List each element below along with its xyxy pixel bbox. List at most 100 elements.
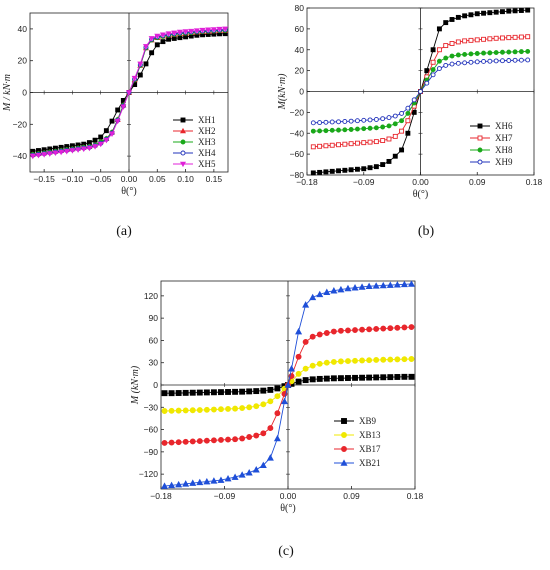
data-point <box>342 141 348 147</box>
legend-entry-xh9: XH9 <box>470 157 513 167</box>
data-point <box>168 439 175 446</box>
data-point <box>267 386 274 393</box>
y-tick-label: 90 <box>149 313 159 323</box>
y-tick-label: 20 <box>295 66 305 76</box>
legend-label: XH1 <box>198 115 216 125</box>
data-point <box>430 47 436 53</box>
data-point <box>493 50 499 56</box>
chart-a: −0.15 −0.10 −0.05 0.00 0.05 0.10 0.15 −40 −20 0 20… <box>2 12 229 239</box>
legend-label: XH9 <box>495 157 513 167</box>
data-point <box>267 398 274 405</box>
data-point <box>205 27 212 33</box>
data-point <box>98 134 104 140</box>
data-point <box>394 356 401 363</box>
data-point <box>352 327 358 333</box>
data-point <box>316 290 324 298</box>
data-point <box>317 169 323 175</box>
data-point <box>310 144 316 150</box>
data-point <box>394 374 401 380</box>
data-point <box>203 406 210 413</box>
data-point <box>399 110 405 116</box>
data-point <box>348 167 354 173</box>
data-point <box>159 32 166 38</box>
data-point <box>295 353 302 360</box>
data-point <box>373 125 379 131</box>
data-point <box>392 121 398 127</box>
data-point <box>373 139 379 145</box>
y-tick-label: 20 <box>18 56 28 66</box>
data-point <box>238 471 246 478</box>
data-point <box>203 437 210 444</box>
data-point <box>317 120 323 126</box>
legend-label: XH8 <box>495 145 513 155</box>
data-point <box>399 118 405 124</box>
data-point <box>424 80 430 86</box>
data-point <box>295 327 303 335</box>
data-point <box>218 437 224 443</box>
data-point <box>225 405 231 412</box>
data-point <box>239 435 246 442</box>
data-point <box>168 390 175 397</box>
data-point <box>231 473 239 480</box>
data-point <box>342 119 348 124</box>
data-point <box>366 374 373 381</box>
data-point <box>462 13 468 19</box>
data-point <box>218 389 224 396</box>
legend-entry-xb9: XB9 <box>334 416 377 426</box>
data-point <box>342 127 348 133</box>
data-point <box>316 375 323 382</box>
data-point <box>367 125 373 131</box>
data-point <box>330 287 338 294</box>
data-point <box>182 29 189 35</box>
data-point <box>408 373 415 380</box>
data-point <box>379 281 387 289</box>
data-point <box>487 50 493 56</box>
data-point <box>58 149 65 156</box>
data-point <box>449 41 455 46</box>
data-point <box>63 149 70 155</box>
data-point <box>148 36 155 42</box>
data-point <box>430 59 436 65</box>
data-point <box>500 49 505 55</box>
legend-entry-xb17: XB17 <box>334 444 381 454</box>
data-point <box>86 145 93 152</box>
data-point <box>411 97 417 103</box>
data-point <box>359 374 366 381</box>
data-point <box>380 124 386 130</box>
data-point <box>280 397 288 405</box>
data-point <box>393 281 401 288</box>
data-point <box>400 280 408 288</box>
data-point <box>309 362 316 369</box>
data-point <box>175 480 183 488</box>
data-point <box>449 17 455 22</box>
y-tick-label: −60 <box>290 149 305 159</box>
data-point <box>210 406 217 413</box>
series-xh5 <box>29 26 229 160</box>
data-point <box>443 62 449 68</box>
data-point <box>142 44 149 50</box>
data-point <box>302 365 309 372</box>
x-tick-label: −0.05 <box>90 174 112 184</box>
data-point <box>80 146 87 153</box>
data-point <box>323 169 329 175</box>
legend-entry-xb13: XB13 <box>334 430 381 440</box>
data-point <box>405 105 411 111</box>
data-point <box>481 50 487 56</box>
data-point <box>239 388 246 395</box>
data-point <box>474 51 480 56</box>
y-tick-label: 0 <box>22 88 27 98</box>
data-point <box>273 434 281 442</box>
data-point <box>232 436 239 443</box>
data-point <box>329 119 335 125</box>
data-point <box>380 138 386 144</box>
data-point <box>493 9 499 15</box>
legend-entry-xh7: XH7 <box>470 133 513 143</box>
x-tick-label: 0.00 <box>121 174 138 184</box>
panel-caption: (b) <box>418 224 435 239</box>
legend-entry-xh6: XH6 <box>470 121 513 131</box>
data-point <box>176 29 183 36</box>
data-point <box>137 61 144 67</box>
data-point <box>401 324 408 331</box>
data-point <box>468 12 474 18</box>
data-point <box>373 117 379 122</box>
